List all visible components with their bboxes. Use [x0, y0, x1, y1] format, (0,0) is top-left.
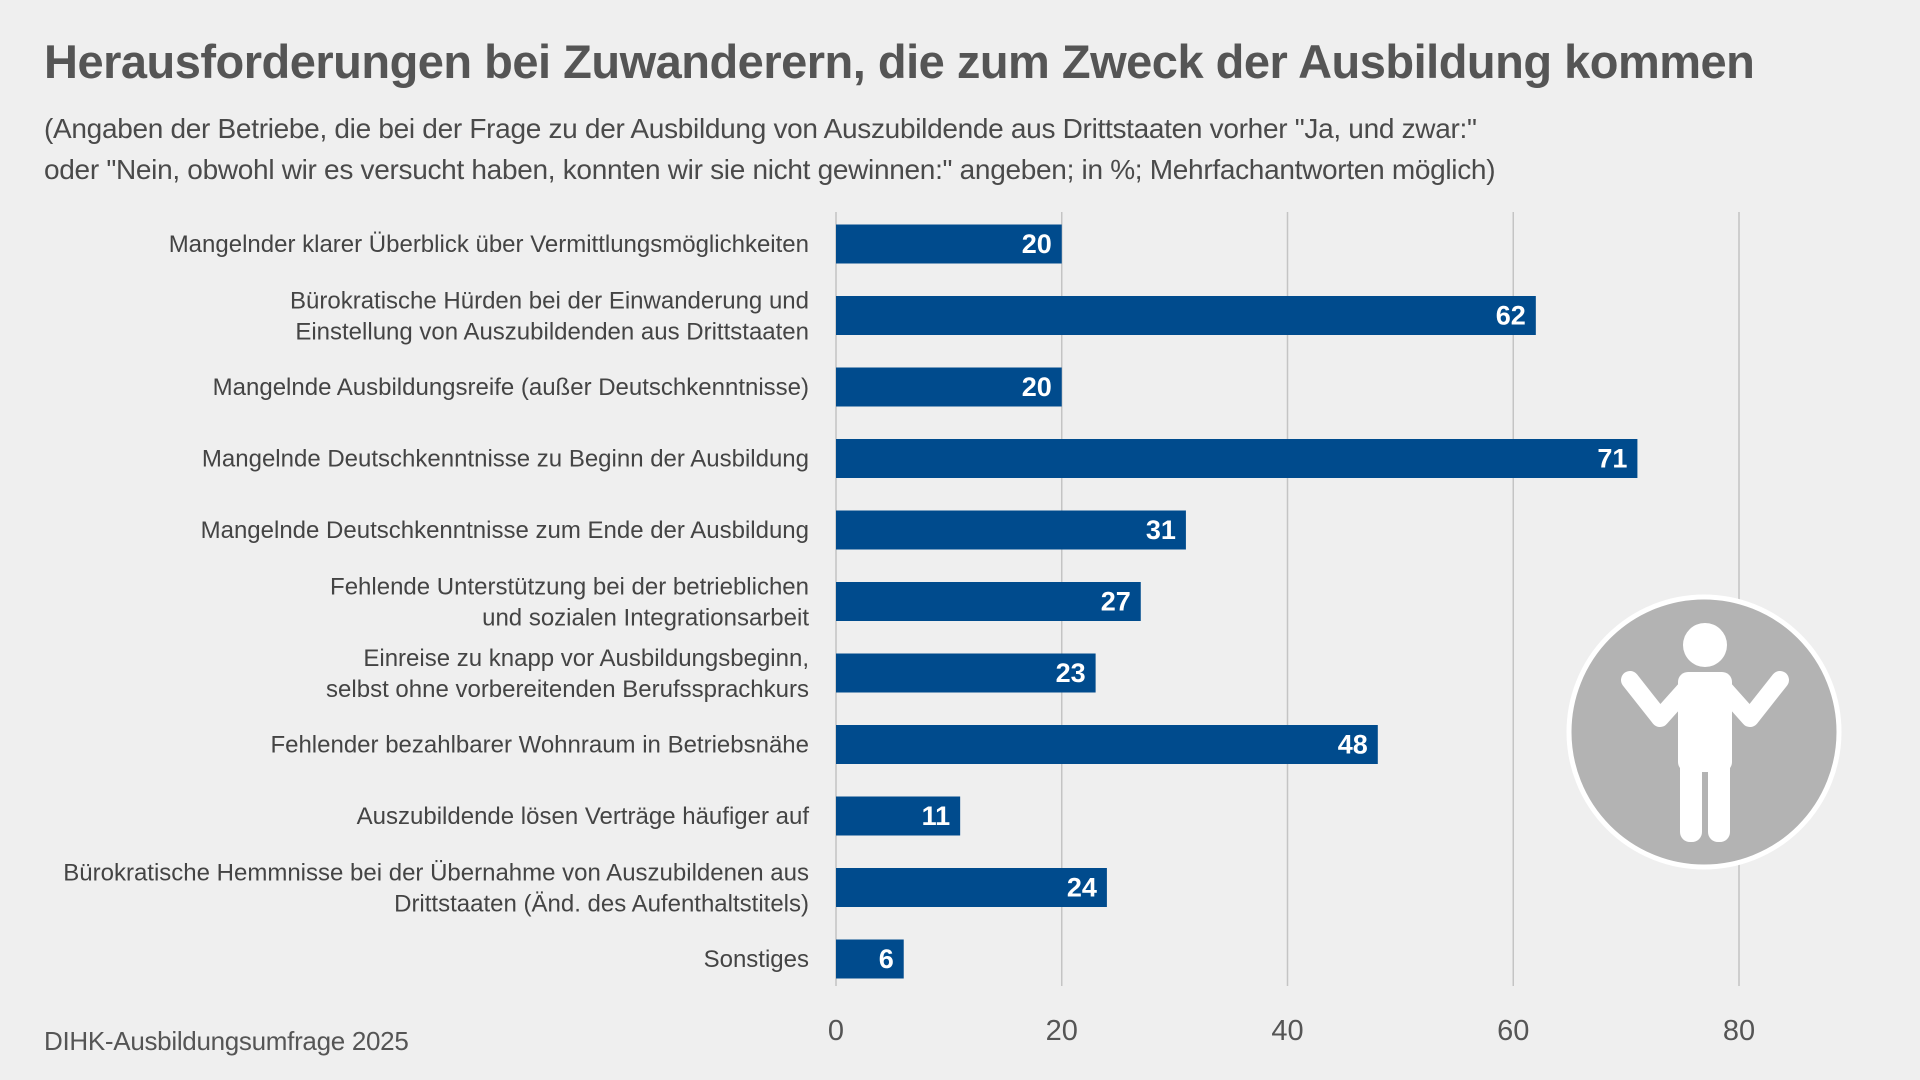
category-label: selbst ohne vorbereitenden Berufssprachk… [326, 676, 809, 703]
bar [836, 367, 1062, 407]
category-label: Fehlender bezahlbarer Wohnraum in Betrie… [270, 732, 809, 759]
category-label: und sozialen Integrationsarbeit [482, 605, 809, 632]
bar [836, 296, 1536, 335]
bar-value-label: 48 [1338, 730, 1368, 760]
bar-value-label: 20 [1022, 229, 1052, 259]
category-label: Bürokratische Hürden bei der Einwanderun… [290, 288, 809, 315]
x-tick-label: 60 [1497, 1015, 1529, 1047]
category-label: Einreise zu knapp vor Ausbildungsbeginn, [363, 645, 809, 672]
bar-value-label: 20 [1022, 372, 1052, 402]
bar-value-label: 11 [922, 801, 951, 831]
bar [836, 224, 1062, 264]
x-tick-label: 40 [1271, 1015, 1303, 1047]
person-shrugging-icon [1566, 594, 1842, 870]
category-label: Fehlende Unterstützung bei der betriebli… [330, 574, 809, 601]
bar [836, 582, 1141, 621]
bar-value-label: 23 [1056, 658, 1086, 688]
bar-value-label: 31 [1146, 515, 1176, 545]
category-label: Drittstaaten (Änd. des Aufenthaltstitels… [394, 891, 809, 918]
x-tick-label: 80 [1723, 1015, 1755, 1047]
bar [836, 939, 904, 979]
bar-value-label: 27 [1101, 587, 1131, 617]
bar [836, 796, 961, 836]
bar-value-label: 24 [1067, 873, 1097, 903]
bar [836, 439, 1638, 478]
source-note: DIHK-Ausbildungsumfrage 2025 [44, 1026, 409, 1056]
category-label: Bürokratische Hemmnisse bei der Übernahm… [63, 860, 809, 887]
bar [836, 510, 1186, 550]
chart-title: Herausforderungen bei Zuwanderern, die z… [44, 35, 1755, 88]
bar [836, 653, 1096, 693]
bar-value-label: 71 [1597, 444, 1627, 474]
category-label: Mangelnde Deutschkenntnisse zum Ende der… [201, 517, 809, 544]
category-label: Auszubildende lösen Verträge häufiger au… [357, 803, 810, 830]
category-label: Sonstiges [704, 946, 809, 973]
chart-subtitle-line-1: (Angaben der Betriebe, die bei der Frage… [44, 113, 1477, 144]
chart-subtitle-line-2: oder "Nein, obwohl wir es versucht haben… [44, 154, 1496, 185]
x-tick-label: 0 [828, 1015, 844, 1047]
category-label: Einstellung von Auszubildenden aus Dritt… [295, 319, 809, 346]
category-label: Mangelnde Ausbildungsreife (außer Deutsc… [213, 374, 809, 401]
x-tick-label: 20 [1046, 1015, 1078, 1047]
bar [836, 725, 1378, 764]
bar-value-label: 62 [1496, 301, 1526, 331]
bar [836, 868, 1107, 907]
category-label: Mangelnder klarer Überblick über Vermitt… [169, 231, 809, 258]
category-label: Mangelnde Deutschkenntnisse zu Beginn de… [202, 446, 809, 473]
bar-value-label: 6 [879, 944, 894, 974]
